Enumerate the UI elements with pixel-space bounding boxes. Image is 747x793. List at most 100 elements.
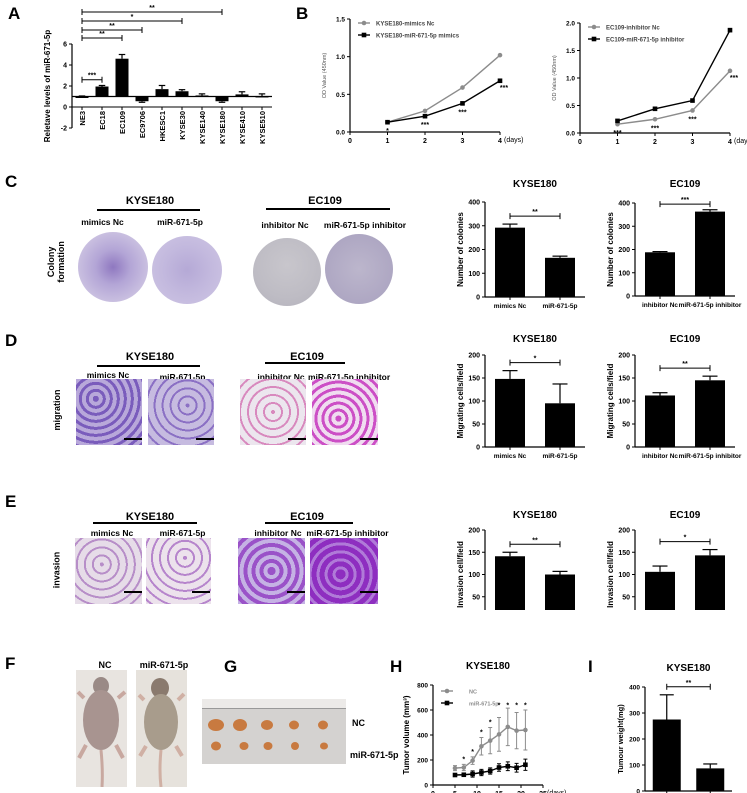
data-point [523,762,528,768]
y-axis-label: OD Value (450nm) [322,53,328,99]
legend-label: KYSE180-mimics Nc [376,22,435,28]
data-point [487,738,493,743]
x-tick-label: 25 [539,791,547,793]
row-label-migration: migration [52,389,63,431]
y-tick-label: 0 [636,789,640,793]
y-tick-label: 1.0 [566,76,575,83]
bar [695,380,725,447]
row-label-line: formation [56,241,66,283]
y-tick-label: 200 [618,528,630,535]
scale-bar [196,438,214,440]
legend-label: KYSE180-miR-671-5p mimics [376,34,460,40]
y-tick-label: 800 [417,683,428,690]
significance-marker: * [386,128,389,135]
significance-marker: *** [651,125,659,132]
bar [645,395,675,447]
panel-letter-f: F [5,654,16,673]
ruler [202,699,346,709]
group-underline [97,209,200,211]
x-tick-label: 1 [616,139,620,146]
group-title-ec109: EC109 [308,195,342,207]
group-title-ec109: EC109 [290,351,324,363]
y-tick-label: 1.0 [336,54,345,61]
x-tick-label: KYSE410 [238,111,247,144]
significance-marker: ** [682,361,688,368]
significance-marker: ** [532,537,538,544]
condition-label: mimics Nc [86,370,130,380]
condition-label: miR-671-5p [159,528,206,538]
significance-marker: ** [686,680,692,687]
y-tick-label: 100 [629,763,640,770]
x-tick-label: 0 [431,791,435,793]
y-tick-label: 0 [63,105,67,112]
x-tick-label: 15 [495,791,503,793]
data-point [422,113,428,119]
y-tick-label: 400 [618,201,630,208]
chart-e-ec109-invasion: EC109050100150200Invasion cell/fieldinhi… [606,510,725,610]
legend-label: EC109-miR-671-5p inhibitor [606,38,685,44]
legend-label: EC109-inhibitor Nc [606,26,660,32]
y-axis-label: Migrating cells/field [456,364,465,439]
y-tick-label: 0.0 [566,131,575,138]
x-tick-label: NE3 [78,111,87,126]
colony-plate-ec109-inhibitor-nc [253,238,321,306]
chart-b-ec109-od: 0.0 0.5 1.0 1.5 2.0 0 1 2 3 4(days) OD Value (450n… [552,21,747,147]
data-point [496,732,502,737]
micrograph-migration-kyse180-mimics-nc [76,379,142,445]
y-tick-label: 100 [468,572,480,579]
y-axis-label: Number of colonies [456,212,465,287]
bar [215,96,229,102]
chart-title: KYSE180 [513,334,557,345]
x-tick-label: 1 [386,138,390,145]
significance-marker: * [471,749,474,756]
chart-title: EC109 [670,334,701,345]
significance-marker: * [498,703,501,710]
group-underline [266,208,390,210]
panel-letter-d: D [5,331,18,350]
y-tick-label: 100 [618,572,630,579]
mouse-silhouette-icon [76,677,127,787]
significance-marker: *** [613,130,621,137]
panel-letter-b: B [296,4,309,23]
bar [195,95,209,97]
y-axis-label: Invasion cell/field [606,541,615,608]
condition-label: inhibitor Nc [261,220,309,230]
data-point [452,765,458,771]
bar [135,96,149,102]
y-tick-label: 400 [417,733,428,740]
legend-label: NC [469,690,477,696]
tumor-samples-icon [208,719,328,751]
bar [545,574,575,610]
bar [235,94,249,97]
y-tick-label: 200 [629,737,640,744]
data-point [505,724,511,730]
y-tick-label: 150 [618,550,630,557]
data-point [615,118,620,124]
significance-marker: *** [500,85,508,92]
significance-marker: * [131,14,134,21]
panel-letter-g: G [224,657,238,676]
y-tick-label: 0.5 [566,103,575,110]
x-tick-label: mimics Nc [494,303,527,310]
significance-marker: *** [88,73,96,80]
condition-label: miR-671-5p inhibitor [306,528,389,538]
y-tick-label: 200 [618,353,630,360]
panel-letter-i: I [588,657,593,676]
significance-marker: * [534,356,537,363]
colony-plate-ec109-mir-671-5p-inhibitor [325,234,393,304]
panel-letter-e: E [5,492,17,511]
x-tick-label: EC18 [98,111,107,130]
y-tick-label: 200 [468,247,480,254]
series-line [387,80,501,123]
x-tick-label: miR-671-5p [542,453,577,460]
y-axis-label: Number of colonies [606,212,615,287]
y-tick-label: 0 [626,294,630,301]
bar [495,227,525,297]
bar [495,556,525,610]
data-point [422,108,428,114]
y-tick-label: 4 [63,63,67,70]
